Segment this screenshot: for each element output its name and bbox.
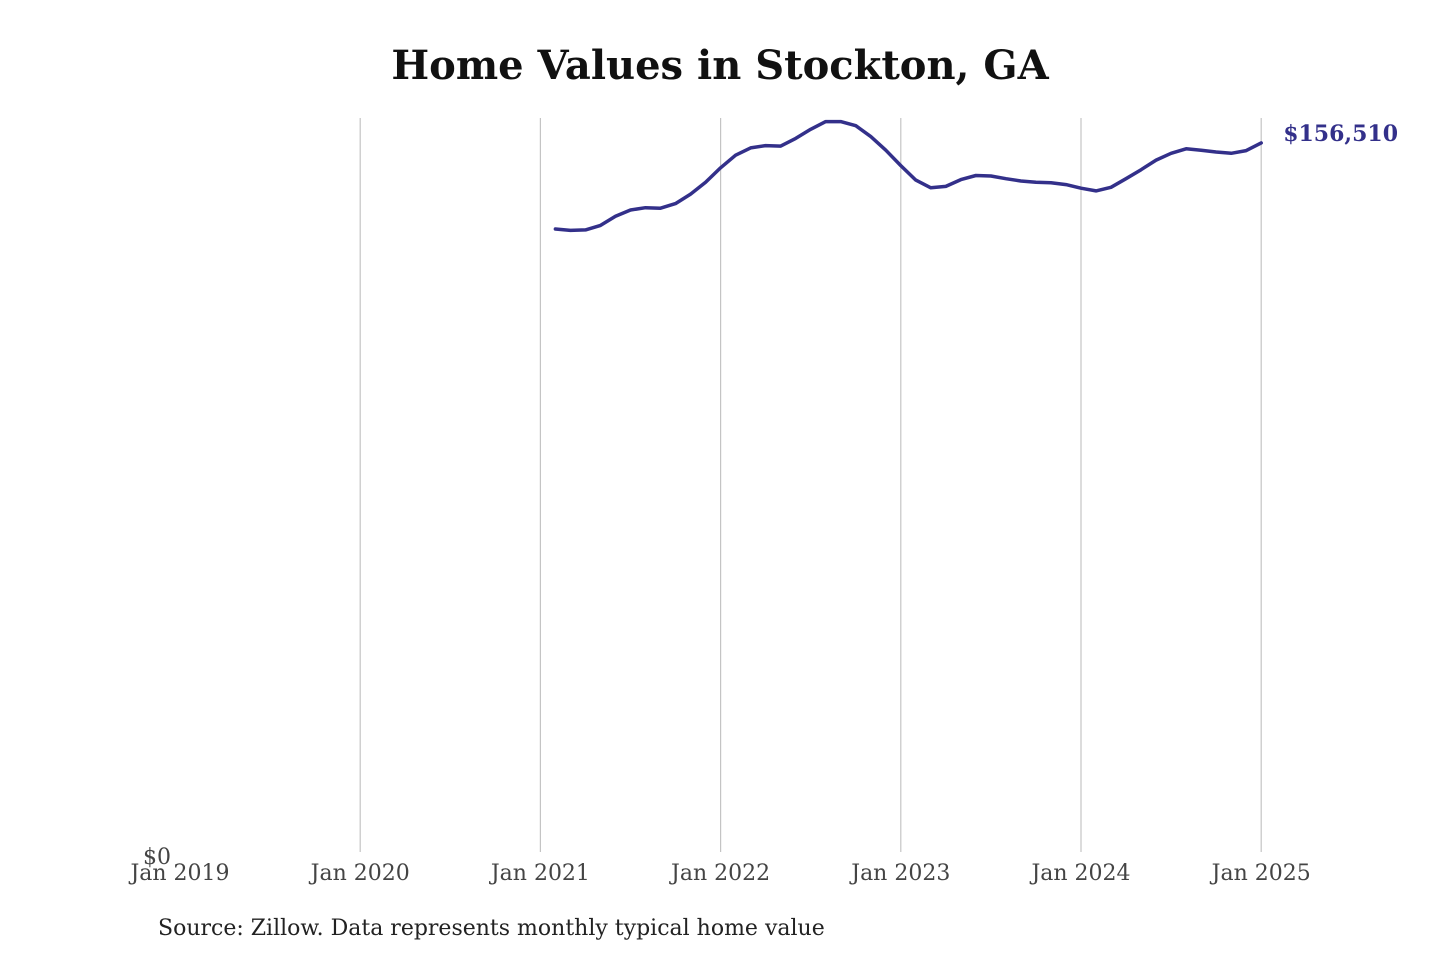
x-tick-label: Jan 2025: [1210, 861, 1311, 886]
end-value-label: $156,510: [1283, 121, 1398, 147]
y-tick-label: $0: [143, 845, 171, 870]
x-tick-label: Jan 2023: [849, 861, 950, 886]
x-tick-label: Jan 2020: [309, 861, 410, 886]
vertical-gridlines: [359, 118, 1262, 852]
x-tick-label: Jan 2021: [489, 861, 590, 886]
source-note: Source: Zillow. Data represents monthly …: [158, 916, 825, 941]
axis-tick-labels: Jan 2019 Jan 2020 Jan 2021 Jan 2022 Jan 2023…: [128, 845, 1310, 886]
series-line-0: [553, 119, 1263, 233]
series-layer: $156,510: [553, 119, 1398, 233]
chart-title: Home Values in Stockton, GA: [391, 42, 1049, 89]
x-tick-label: Jan 2024: [1029, 861, 1130, 886]
x-tick-label: Jan 2019: [128, 861, 229, 886]
x-tick-label: Jan 2022: [669, 861, 770, 886]
